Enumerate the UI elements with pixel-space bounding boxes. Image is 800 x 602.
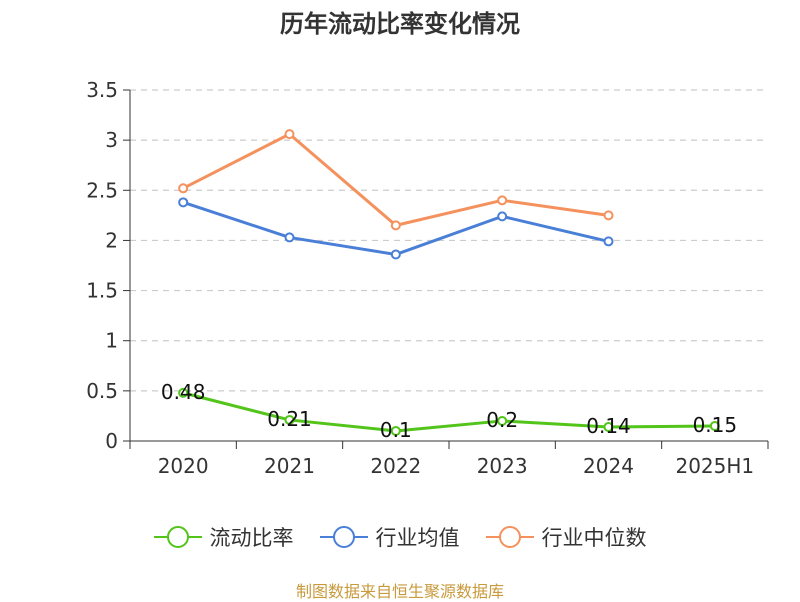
y-tick-label-0: 0 <box>105 429 118 453</box>
x-tick-label-1: 2021 <box>264 454 315 478</box>
series-0-data-label-4: 0.14 <box>586 414 631 438</box>
y-tick-label-5: 2.5 <box>86 178 118 202</box>
legend: 流动比率 行业均值 行业中位数 <box>0 520 800 554</box>
legend-label-series-2: 行业中位数 <box>541 526 647 550</box>
x-tick-label-5: 2025H1 <box>675 454 754 478</box>
series-0-point-3[interactable] <box>497 415 508 426</box>
legend-item-series-2[interactable]: 行业中位数 <box>485 522 647 552</box>
series-2-point-2[interactable] <box>390 220 401 231</box>
x-tick-label-3: 2023 <box>477 454 528 478</box>
x-tick-label-4: 2024 <box>583 454 634 478</box>
series-0-point-1[interactable] <box>284 414 295 425</box>
y-tick-label-2: 1 <box>105 329 118 353</box>
series-0-data-label-1: 0.21 <box>267 407 312 431</box>
series-1-point-0[interactable] <box>178 197 189 208</box>
source-note: 制图数据来自恒生聚源数据库 <box>295 582 504 601</box>
series-0-data-label-5: 0.15 <box>693 413 738 437</box>
legend-marker-series-0 <box>153 526 202 548</box>
x-tick-label-0: 2020 <box>158 454 209 478</box>
series-0-data-label-3: 0.2 <box>486 408 518 432</box>
y-tick-label-1: 0.5 <box>86 379 118 403</box>
y-tick-label-4: 2 <box>105 228 118 252</box>
legend-label-series-0: 流动比率 <box>209 526 294 550</box>
x-tick-label-2: 2022 <box>370 454 421 478</box>
legend-item-series-1[interactable]: 行业均值 <box>319 522 460 552</box>
series-1-point-3[interactable] <box>497 211 508 222</box>
y-tick-label-6: 3 <box>105 128 118 152</box>
legend-marker-series-1 <box>319 526 368 548</box>
series-1-point-1[interactable] <box>284 232 295 243</box>
series-0-point-2[interactable] <box>390 425 401 436</box>
chart-title: 历年流动比率变化情况 <box>280 10 520 38</box>
y-tick-label-7: 3.5 <box>86 78 118 102</box>
series-1-point-4[interactable] <box>603 236 614 247</box>
legend-marker-series-2 <box>485 526 534 548</box>
series-line-0 <box>182 391 715 433</box>
series-0-data-label-0: 0.48 <box>161 380 206 404</box>
series-1-point-2[interactable] <box>390 249 401 260</box>
series-0-point-0[interactable] <box>178 387 189 398</box>
series-2-point-1[interactable] <box>284 129 295 140</box>
series-2-point-3[interactable] <box>497 195 508 206</box>
series-2-point-4[interactable] <box>603 210 614 221</box>
series-line-2 <box>182 132 609 227</box>
series-0-data-label-2: 0.1 <box>380 418 412 442</box>
series-0-point-5[interactable] <box>709 420 720 431</box>
y-tick-label-3: 1.5 <box>86 279 118 303</box>
series-2-point-0[interactable] <box>178 183 189 194</box>
series-0-point-4[interactable] <box>603 421 614 432</box>
legend-label-series-1: 行业均值 <box>375 526 460 550</box>
legend-item-series-0[interactable]: 流动比率 <box>153 522 294 552</box>
